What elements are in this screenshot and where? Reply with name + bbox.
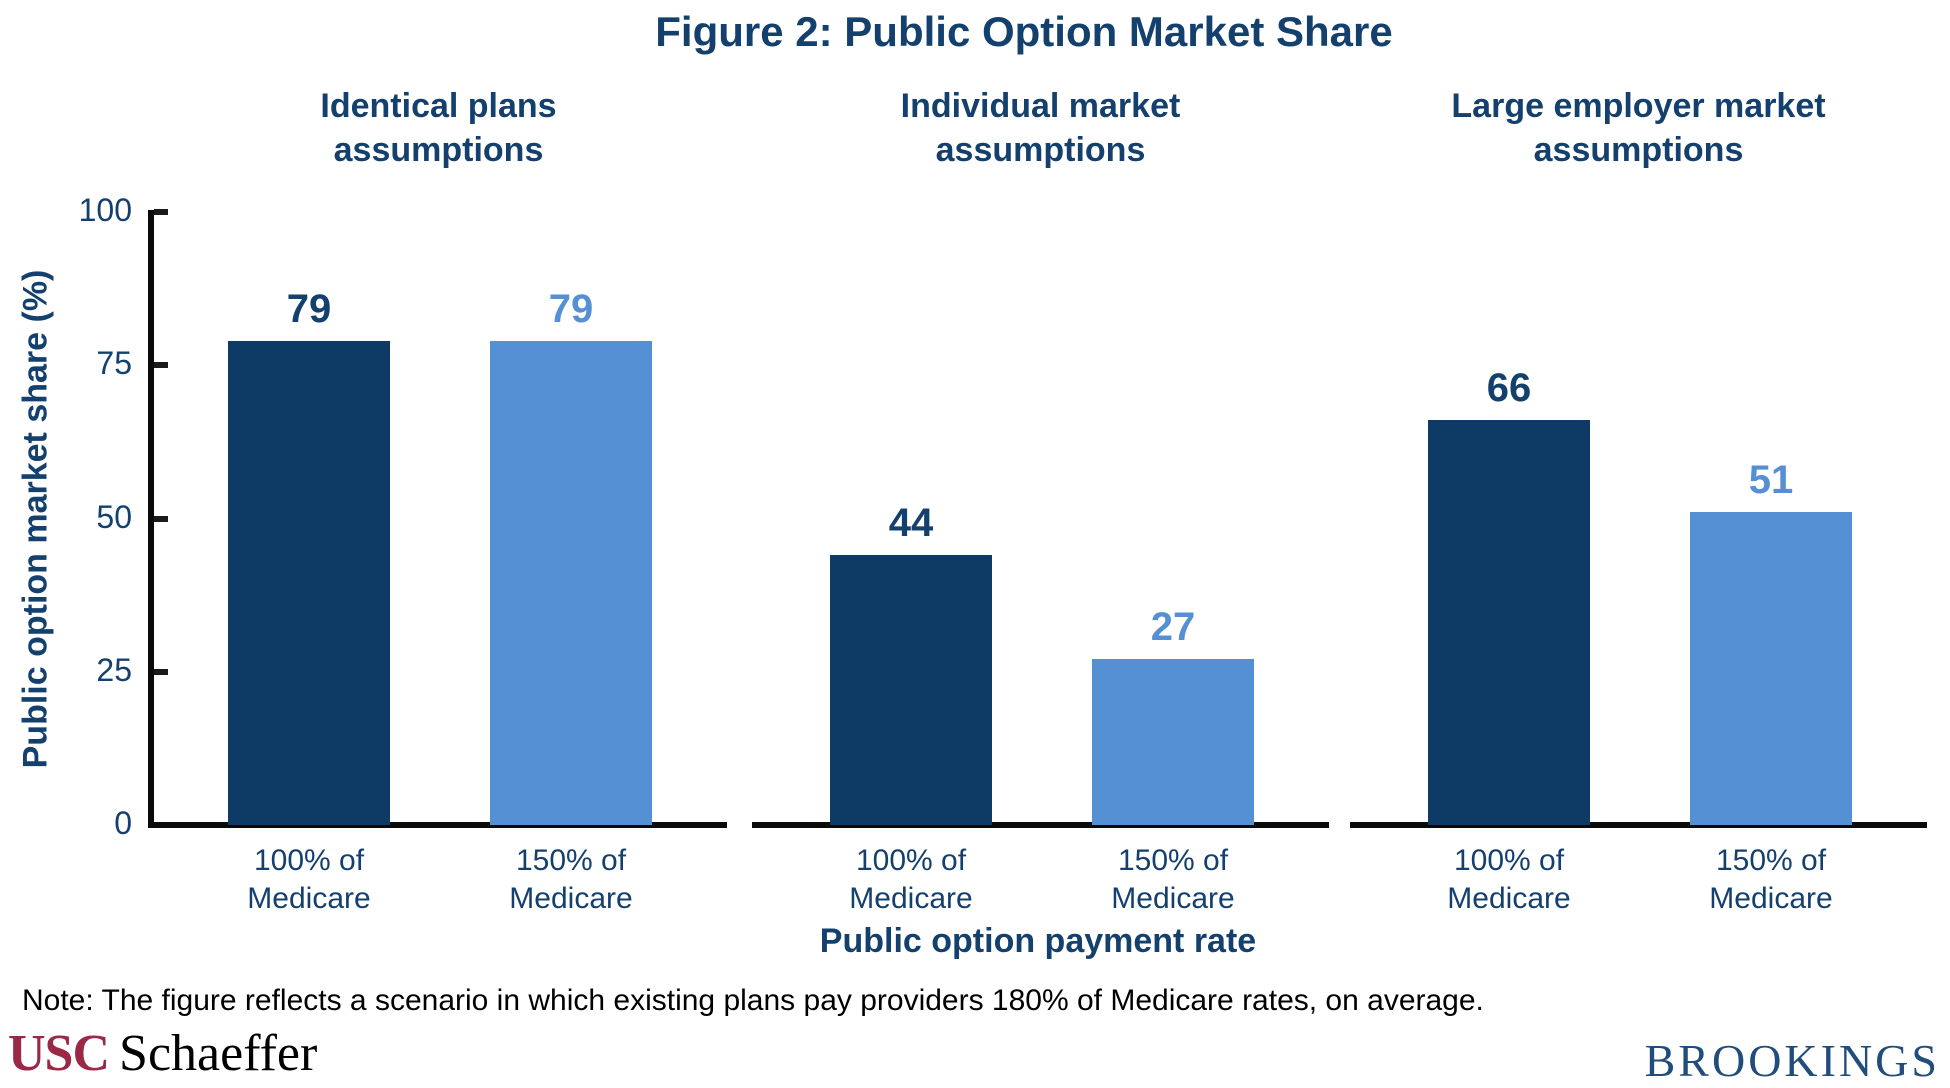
x-tick-label-panel3-100pct: 100% of Medicare (1447, 844, 1571, 915)
bar-panel3-150pct (1690, 512, 1852, 825)
bar-panel3-100pct (1428, 420, 1590, 825)
bar-value-panel2-150pct: 27 (1150, 605, 1196, 650)
bar-value-panel3-150pct: 51 (1748, 458, 1794, 503)
panel-baseline-1 (150, 822, 727, 828)
y-tick-label-25: 25 (96, 651, 132, 688)
y-tick-label-50: 50 (96, 498, 132, 535)
y-tick-mark-100 (154, 209, 168, 215)
bar-value-panel3-100pct: 66 (1486, 366, 1532, 411)
bar-value-panel1-100pct: 79 (286, 286, 332, 331)
usc-schaeffer-logo: USC Schaeffer (8, 1026, 317, 1082)
panel-title-3: Large employer market assumptions (1451, 87, 1826, 169)
schaeffer-wordmark: Schaeffer (119, 1025, 318, 1082)
x-tick-label-panel2-100pct: 100% of Medicare (849, 844, 973, 915)
figure-title: Figure 2: Public Option Market Share (655, 8, 1393, 55)
x-tick-label-panel3-150pct: 150% of Medicare (1709, 844, 1833, 915)
x-tick-label-panel1-150pct: 150% of Medicare (509, 844, 633, 915)
x-tick-label-panel2-150pct: 150% of Medicare (1111, 844, 1235, 915)
bar-value-panel1-150pct: 79 (548, 286, 594, 331)
y-tick-mark-75 (154, 362, 168, 369)
y-tick-label-0: 0 (114, 805, 132, 841)
bar-panel2-150pct (1092, 659, 1254, 825)
bar-panel2-100pct (830, 555, 992, 825)
y-tick-mark-25 (154, 668, 168, 675)
panel-title-2: Individual market assumptions (900, 87, 1181, 169)
usc-wordmark: USC (8, 1025, 110, 1082)
y-tick-label-100: 100 (78, 192, 132, 228)
panel-title-1: Identical plans assumptions (320, 87, 557, 169)
panel-baseline-3 (1350, 822, 1927, 828)
y-tick-mark-50 (154, 515, 168, 522)
bar-panel1-150pct (490, 340, 652, 825)
brookings-logo: BROOKINGS (1644, 1035, 1940, 1086)
bar-value-panel2-100pct: 44 (888, 501, 934, 546)
bar-panel1-100pct (228, 340, 390, 825)
y-axis-line (148, 210, 154, 828)
y-tick-label-75: 75 (96, 345, 132, 382)
figure-note: Note: The figure reflects a scenario in … (22, 984, 1484, 1017)
x-axis-title: Public option payment rate (819, 922, 1257, 960)
panel-baseline-2 (752, 822, 1329, 828)
x-tick-label-panel1-100pct: 100% of Medicare (247, 844, 371, 915)
